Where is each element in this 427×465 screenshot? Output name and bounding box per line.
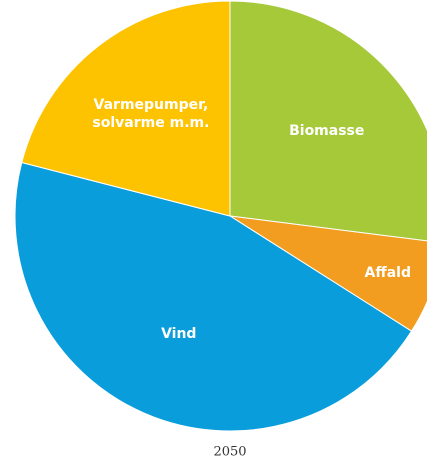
pie-slice (229, 0, 427, 242)
slice-label: Varmepumper, solvarme m.m. (92, 97, 210, 132)
slice-label: Biomasse (289, 122, 365, 139)
slice-label: Affald (364, 264, 411, 281)
slice-label-box: Varmepumper, solvarme m.m. (92, 97, 210, 132)
slice-label-box: Affald (364, 264, 411, 281)
pie-slice (21, 0, 231, 217)
chart-title: 2050 (213, 445, 246, 460)
slice-label: Vind (161, 326, 197, 343)
slice-label-box: Biomasse (289, 122, 365, 139)
pie-slice (14, 161, 413, 432)
slice-label-box: Vind (161, 326, 197, 343)
